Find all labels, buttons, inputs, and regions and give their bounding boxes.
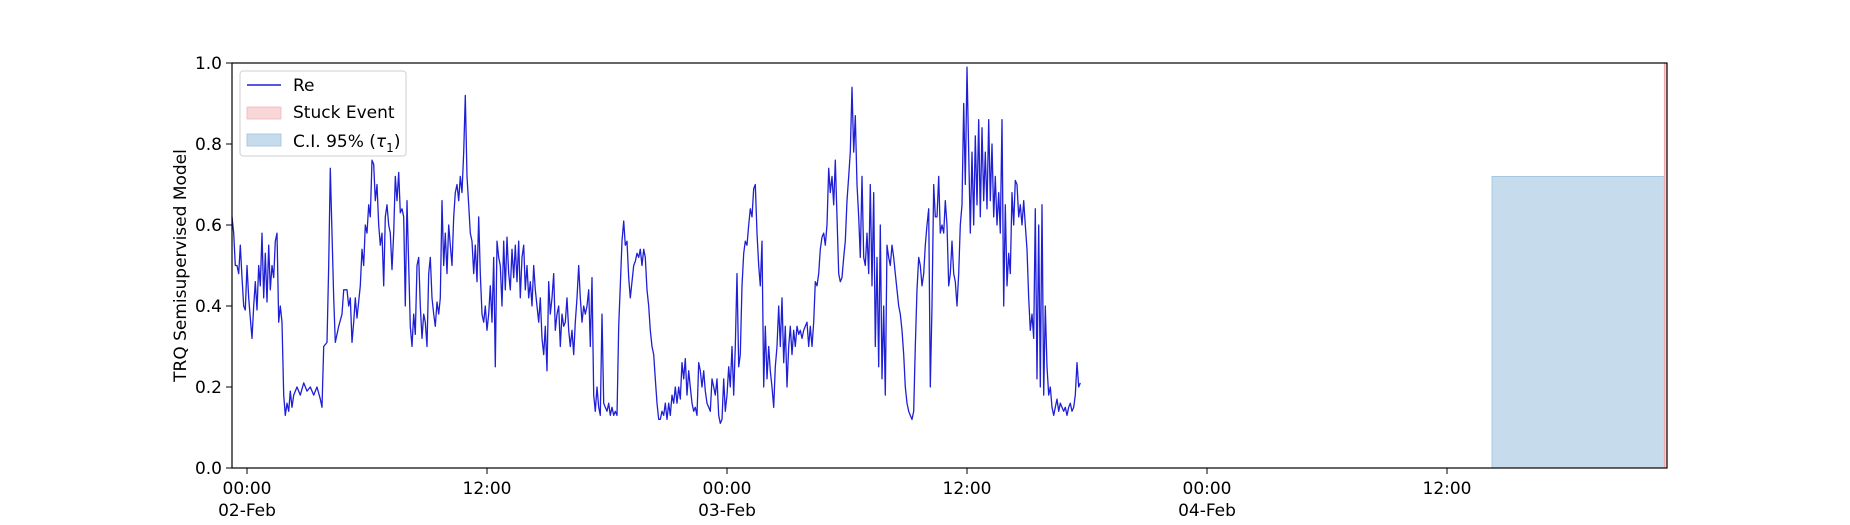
y-tick-label: 0.0 bbox=[195, 459, 222, 479]
legend-ci-tau: τ bbox=[376, 132, 387, 152]
x-tick-label: 12:00 bbox=[1423, 479, 1472, 499]
x-tick-date-label: 1900 bbox=[225, 523, 268, 525]
legend-label-re: Re bbox=[293, 76, 315, 96]
legend-ci-close: ) bbox=[394, 132, 401, 152]
plot-frame bbox=[231, 62, 1668, 469]
y-tick-label: 1.0 bbox=[195, 54, 222, 74]
x-tick-date-label: 03-Feb bbox=[698, 501, 756, 521]
legend-frame bbox=[239, 70, 407, 157]
x-tick-label: 12:00 bbox=[943, 479, 992, 499]
legend-ci-tau-sub: 1 bbox=[386, 141, 394, 155]
x-tick-label: 00:00 bbox=[1183, 479, 1232, 499]
legend-label-stuck-event: Stuck Event bbox=[293, 103, 395, 123]
span-layer bbox=[1491, 62, 1668, 469]
series-layer bbox=[231, 66, 1081, 425]
y-axis: 0.0 0.2 0.4 0.6 0.8 1.0 bbox=[195, 54, 232, 479]
series-line-re bbox=[231, 66, 1081, 425]
y-tick-label: 0.6 bbox=[195, 216, 222, 236]
legend-label-ci: C.I. 95% (τ1) bbox=[293, 132, 400, 155]
x-tick-label: 12:00 bbox=[463, 479, 512, 499]
legend: Re Stuck Event C.I. 95% (τ1) bbox=[239, 70, 407, 157]
legend-swatch-stuck-event bbox=[246, 106, 282, 120]
y-axis-label: TRQ Semisupervised Model bbox=[171, 149, 191, 383]
x-tick-label: 00:00 bbox=[223, 479, 272, 499]
y-tick-label: 0.8 bbox=[195, 135, 222, 155]
ci-95-span bbox=[1491, 175, 1668, 469]
x-tick-date-label: 04-Feb bbox=[1178, 501, 1236, 521]
y-tick-label: 0.2 bbox=[195, 378, 222, 398]
legend-ci-text: C.I. 95% ( bbox=[293, 132, 376, 152]
x-tick-date-label: 02-Feb bbox=[218, 501, 276, 521]
y-tick-label: 0.4 bbox=[195, 297, 222, 317]
x-axis: 00:0002-Feb190012:0000:0003-Feb12:0000:0… bbox=[218, 468, 1472, 525]
x-tick-label: 00:00 bbox=[703, 479, 752, 499]
legend-swatch-ci bbox=[246, 133, 282, 147]
